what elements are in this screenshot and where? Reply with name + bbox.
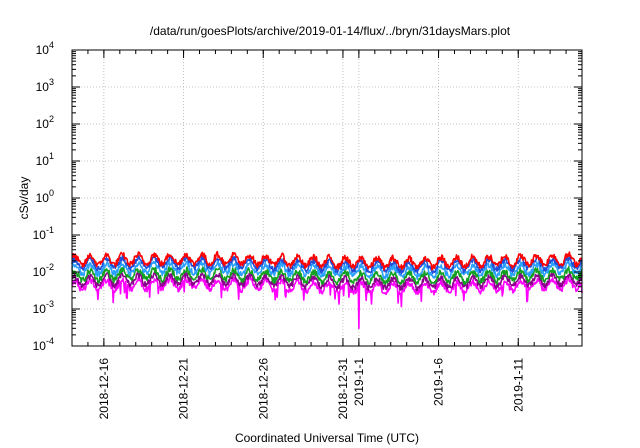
y-tick-label: 10-4 xyxy=(33,336,54,353)
x-axis: 2018-12-16 2018-12-21 2018-12-26 2018-12-31… xyxy=(71,50,583,420)
grid xyxy=(72,50,582,346)
y-axis-label: cSv/day xyxy=(17,177,31,220)
series-line xyxy=(71,250,583,271)
y-tick-label: 10-1 xyxy=(33,225,54,242)
y-tick-label: 10-2 xyxy=(33,262,54,279)
x-tick-label: 2018-12-21 xyxy=(177,358,191,420)
y-tick-label: 101 xyxy=(36,151,54,168)
chart-title: /data/run/goesPlots/archive/2019-01-14/f… xyxy=(150,24,511,38)
series-line xyxy=(71,275,583,330)
y-axis: 10-4 10-3 10-2 10-1 100 101 102 103 104 xyxy=(33,40,582,353)
series-line xyxy=(71,266,583,286)
x-tick-label: 2018-12-26 xyxy=(256,358,270,420)
y-tick-label: 100 xyxy=(36,188,54,205)
y-tick-label: 102 xyxy=(36,114,54,131)
x-tick-label: 2019-1-11 xyxy=(511,358,525,412)
x-tick-label: 2019-1-1 xyxy=(352,358,366,406)
y-tick-label: 104 xyxy=(36,40,54,57)
x-axis-label: Coordinated Universal Time (UTC) xyxy=(235,431,419,445)
series-line xyxy=(71,260,583,281)
x-tick-label: 2018-12-16 xyxy=(97,358,111,420)
y-tick-label: 103 xyxy=(36,77,54,94)
series-lines xyxy=(71,250,583,330)
x-tick-label: 2019-1-6 xyxy=(432,358,446,406)
y-tick-label: 10-3 xyxy=(33,299,54,316)
x-tick-label: 2018-12-31 xyxy=(336,358,350,420)
